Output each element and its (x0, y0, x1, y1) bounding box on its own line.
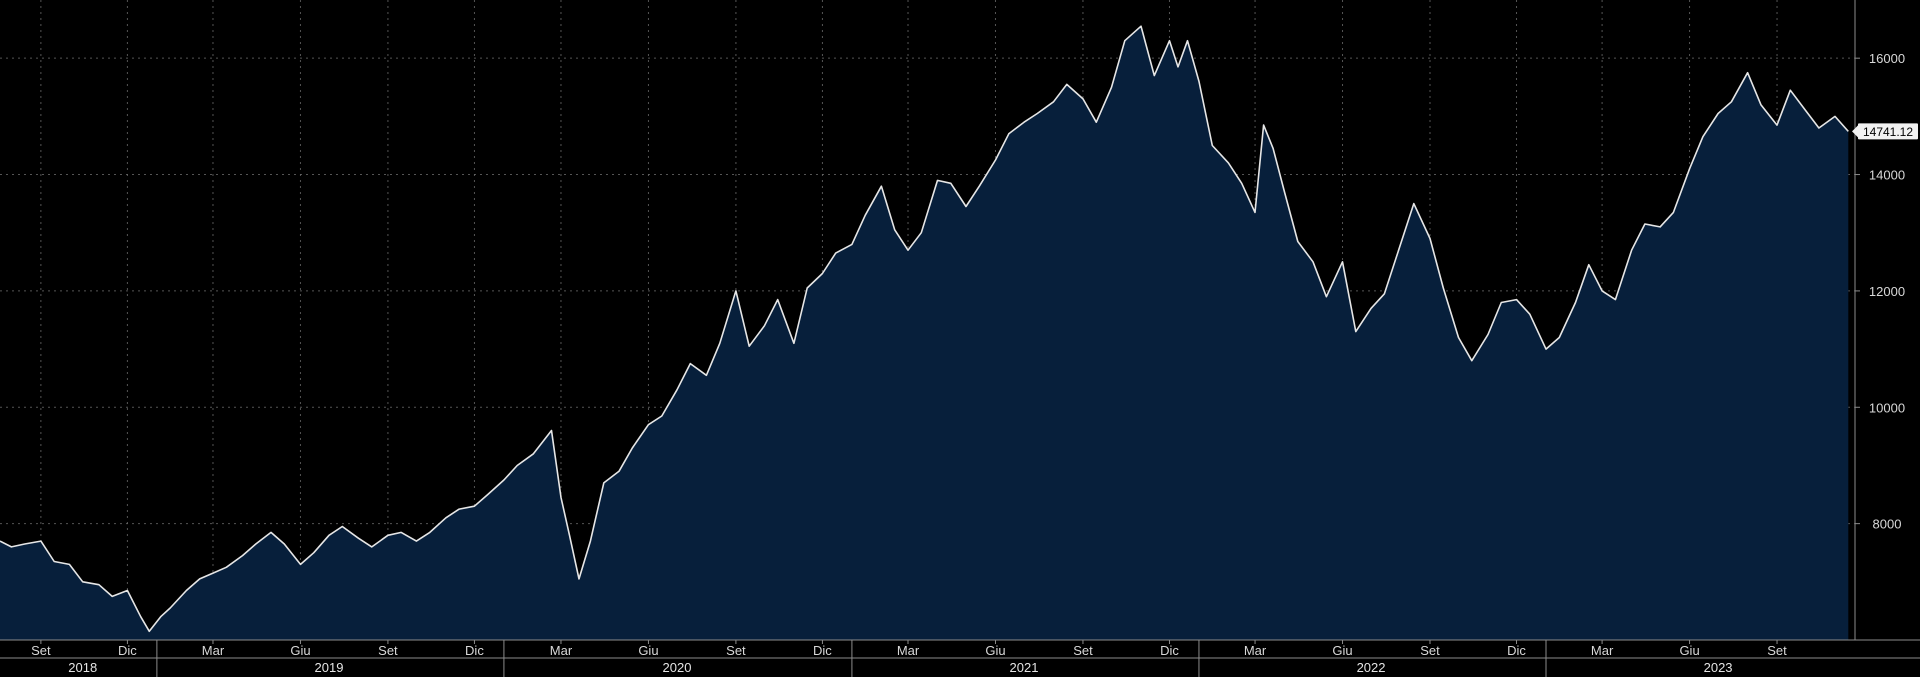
plot-layer (0, 25, 1849, 640)
x-tick-label: Giu (1332, 643, 1352, 658)
x-tick-label: Set (1073, 643, 1093, 658)
x-tick-label: Mar (1591, 643, 1614, 658)
y-tick-label: 8000 (1873, 517, 1902, 532)
x-tick-label: Dic (465, 643, 484, 658)
x-tick-label: Dic (1507, 643, 1526, 658)
last-value-label: 14741.12 (1863, 125, 1913, 139)
year-label: 2021 (1010, 660, 1039, 675)
x-tick-label: Dic (118, 643, 137, 658)
last-value-box (1858, 123, 1918, 140)
y-tick-label: 14000 (1869, 168, 1905, 183)
x-tick-label: Mar (550, 643, 573, 658)
x-tick-label: Set (1767, 643, 1787, 658)
x-tick-label: Mar (897, 643, 920, 658)
x-tick-label: Mar (202, 643, 225, 658)
year-label: 2023 (1704, 660, 1733, 675)
x-tick-label: Giu (638, 643, 658, 658)
y-tick-label: 16000 (1869, 51, 1905, 66)
series-line (0, 25, 1849, 633)
x-tick-label: Giu (290, 643, 310, 658)
x-tick-label: Dic (813, 643, 832, 658)
x-tick-label: Giu (1679, 643, 1699, 658)
year-label: 2019 (315, 660, 344, 675)
x-tick-label: Mar (1244, 643, 1267, 658)
series-area (0, 26, 1849, 640)
last-value-pointer (1852, 125, 1858, 138)
y-tick-label: 12000 (1869, 284, 1905, 299)
year-label: 2020 (663, 660, 692, 675)
x-tick-label: Giu (985, 643, 1005, 658)
x-tick-label: Set (378, 643, 398, 658)
x-tick-label: Dic (1160, 643, 1179, 658)
year-label: 2022 (1357, 660, 1386, 675)
year-label: 2018 (68, 660, 97, 675)
x-tick-label: Set (1420, 643, 1440, 658)
x-tick-label: Set (726, 643, 746, 658)
y-tick-label: 10000 (1869, 400, 1905, 415)
label-layer: 14741.12 (1852, 123, 1918, 140)
x-tick-label: Set (31, 643, 51, 658)
